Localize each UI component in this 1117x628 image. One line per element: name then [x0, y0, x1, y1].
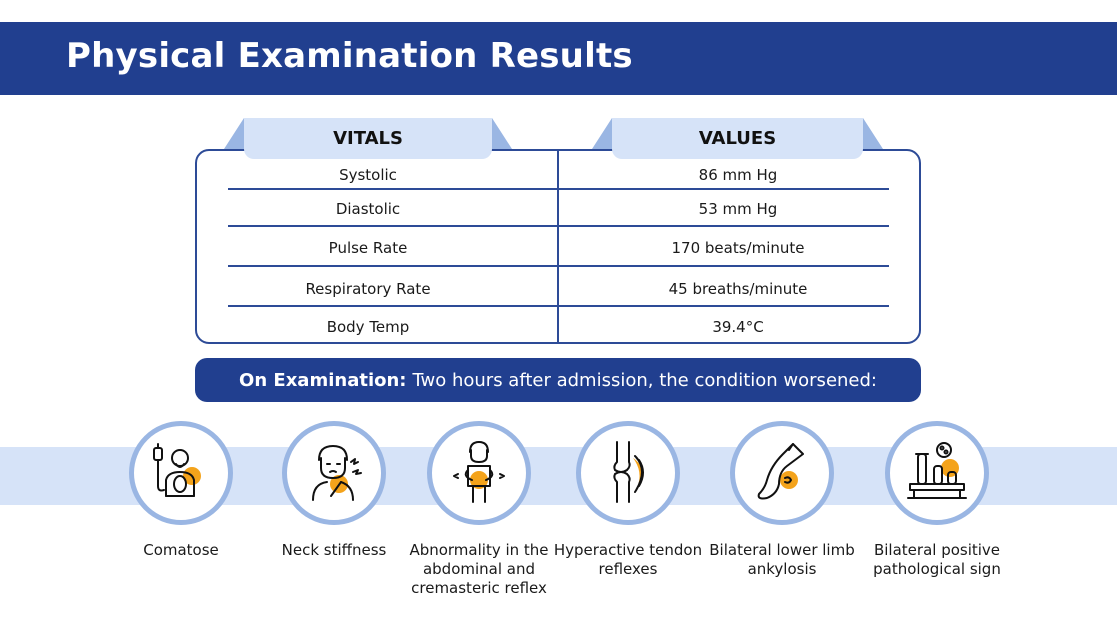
- row-divider: [228, 265, 558, 267]
- finding-label-pathological-sign: Bilateral positive pathological sign: [873, 541, 1001, 578]
- tab-corner-decoration: [592, 118, 612, 149]
- finding-label-limb-ankylosis: Bilateral lower limb ankylosis: [709, 541, 855, 578]
- vital-name-pulse-rate: Pulse Rate: [328, 239, 408, 257]
- vital-value-systolic: 86 mm Hg: [698, 166, 778, 184]
- tab-corner-decoration: [224, 118, 244, 149]
- vital-value-pulse-rate: 170 beats/minute: [671, 239, 805, 257]
- tab-corner-decoration: [492, 118, 512, 149]
- vital-value-body-temp: 39.4°C: [712, 318, 764, 336]
- row-divider: [228, 305, 558, 307]
- row-divider: [559, 265, 889, 267]
- vital-name-body-temp: Body Temp: [326, 318, 410, 336]
- row-divider: [559, 188, 889, 190]
- page-title: Physical Examination Results: [66, 36, 633, 76]
- finding-neck-stiffness: [282, 421, 386, 525]
- finding-label-tendon-reflexes: Hyperactive tendon reflexes: [553, 541, 703, 578]
- row-divider: [559, 225, 889, 227]
- finding-limb-ankylosis: [730, 421, 834, 525]
- finding-abdominal-reflex: [427, 421, 531, 525]
- finding-pathological-sign: [885, 421, 989, 525]
- finding-comatose: [129, 421, 233, 525]
- abdominal-pain-icon: [453, 441, 505, 503]
- leg-ankylosis-icon: [757, 443, 804, 500]
- vital-name-systolic: Systolic: [339, 166, 397, 184]
- values-column-header: VALUES: [612, 118, 863, 159]
- lab-test-icon: [907, 442, 967, 499]
- vital-value-diastolic: 53 mm Hg: [698, 200, 778, 218]
- knee-joint-icon: [613, 441, 644, 503]
- vital-name-diastolic: Diastolic: [335, 200, 401, 218]
- finding-label-comatose: Comatose: [143, 541, 219, 559]
- examination-text: Two hours after admission, the condition…: [412, 369, 877, 391]
- row-divider: [228, 225, 558, 227]
- tab-corner-decoration: [863, 118, 883, 149]
- row-divider: [559, 305, 889, 307]
- examination-label: On Examination:: [239, 369, 407, 391]
- examination-banner: On Examination: Two hours after admissio…: [195, 358, 921, 402]
- vital-name-respiratory-rate: Respiratory Rate: [305, 280, 431, 298]
- vital-value-respiratory-rate: 45 breaths/minute: [668, 280, 808, 298]
- neck-stiffness-icon: [312, 445, 362, 501]
- finding-label-neck-stiffness: Neck stiffness: [281, 541, 387, 559]
- column-divider: [557, 149, 559, 344]
- comatose-patient-icon: [153, 443, 201, 497]
- header-bar: [0, 22, 1117, 95]
- row-divider: [228, 188, 558, 190]
- vitals-column-header: VITALS: [244, 118, 492, 159]
- finding-label-abdominal-reflex: Abnormality in the abdominal and cremast…: [409, 541, 549, 597]
- finding-tendon-reflexes: [576, 421, 680, 525]
